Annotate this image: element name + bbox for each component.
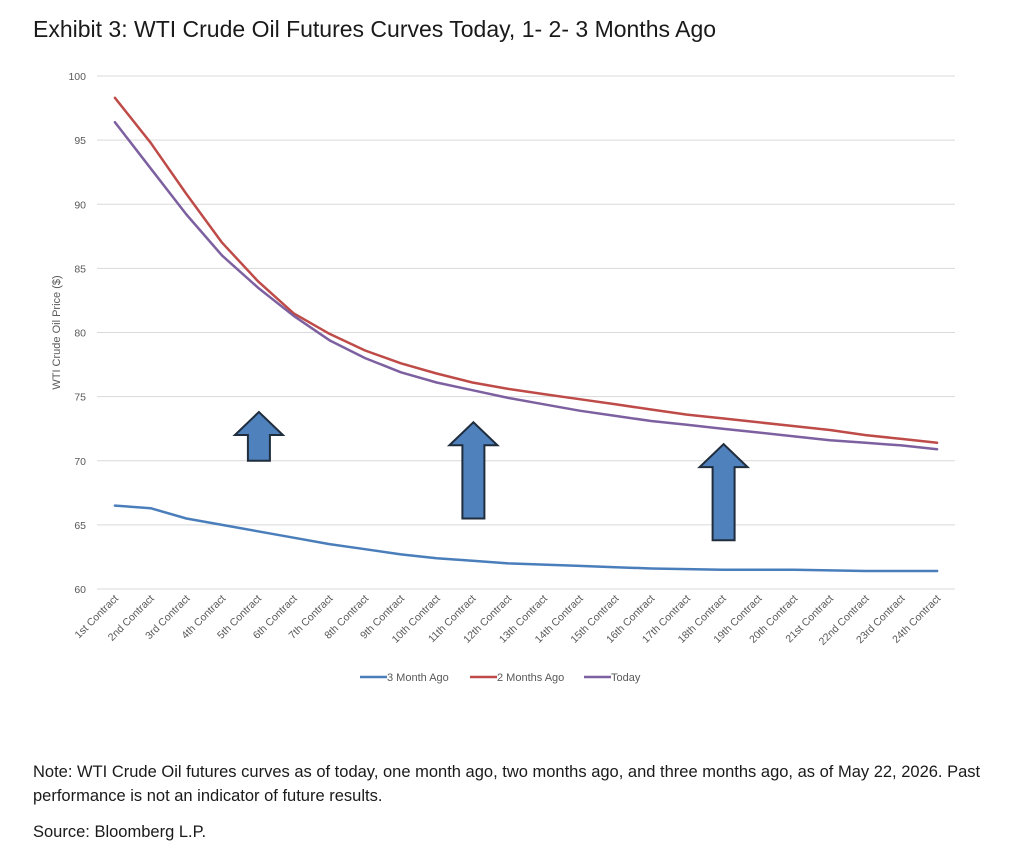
legend: 3 Month Ago 2 Months Ago Today [360,672,641,684]
y-tick-label: 75 [74,392,86,404]
y-tick-label: 95 [74,135,86,147]
up-arrow-2 [697,442,751,542]
y-axis-label: WTI Crude Oil Price ($) [51,275,63,389]
y-tick-label: 90 [74,199,86,211]
legend-label: 2 Months Ago [497,672,564,684]
series-line-2 [113,120,939,451]
y-tick-label: 85 [74,263,86,275]
y-axis-ticks: 60 65 70 75 80 85 90 95 100 [68,71,86,596]
up-arrow-1 [446,420,500,520]
annotation-arrows [232,410,751,542]
chart-title: Exhibit 3: WTI Crude Oil Futures Curves … [33,16,717,42]
y-tick-label: 70 [74,456,86,468]
legend-label: 3 Month Ago [387,672,449,684]
chart-note: Note: WTI Crude Oil futures curves as of… [33,763,981,805]
y-tick-label: 60 [74,584,86,596]
gridlines [97,75,955,590]
y-tick-label: 100 [68,71,86,83]
y-tick-label: 80 [74,328,86,340]
chart-source: Source: Bloomberg L.P. [33,823,207,841]
series-lines [113,96,939,573]
y-tick-label: 65 [74,520,86,532]
up-arrow-0 [232,410,286,462]
series-line-1 [113,96,939,445]
legend-label: Today [611,672,641,684]
series-line-0 [113,504,939,573]
